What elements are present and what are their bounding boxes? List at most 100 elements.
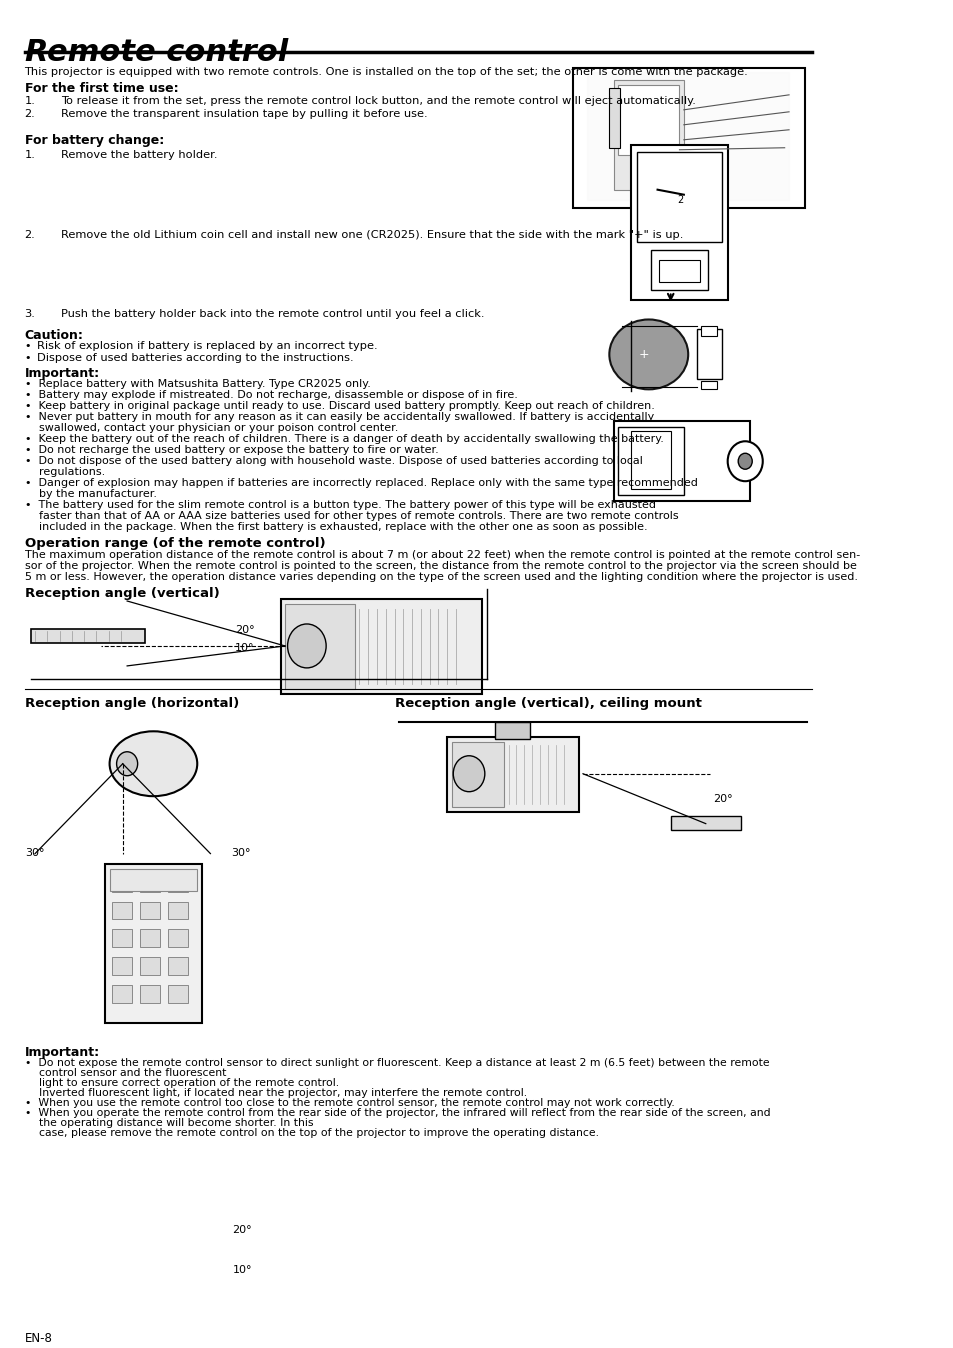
Bar — [112, 930, 132, 948]
Text: To release it from the set, press the remote control lock button, and the remote: To release it from the set, press the re… — [61, 96, 696, 106]
Bar — [285, 604, 355, 689]
Bar — [140, 957, 159, 976]
Bar — [140, 902, 159, 919]
Text: 3.: 3. — [25, 310, 35, 319]
Text: •  When you use the remote control too close to the remote control sensor, the r: • When you use the remote control too cl… — [25, 1099, 674, 1108]
Text: 2.: 2. — [25, 229, 35, 240]
Bar — [572, 67, 804, 208]
Bar — [140, 930, 159, 948]
Text: 2.: 2. — [25, 109, 35, 119]
Text: swallowed, contact your physician or your poison control center.: swallowed, contact your physician or you… — [25, 423, 397, 433]
Text: light to ensure correct operation of the remote control.: light to ensure correct operation of the… — [25, 1078, 338, 1088]
Text: 20°: 20° — [234, 625, 254, 635]
Bar — [168, 902, 188, 919]
Text: Inverted fluorescent light, if located near the projector, may interfere the rem: Inverted fluorescent light, if located n… — [25, 1088, 526, 1099]
Text: 20°: 20° — [712, 794, 732, 803]
Circle shape — [287, 624, 326, 667]
Bar — [700, 381, 717, 390]
Bar — [618, 427, 683, 495]
Text: Remove the battery holder.: Remove the battery holder. — [61, 150, 217, 160]
Bar — [609, 88, 619, 148]
Bar — [168, 957, 188, 976]
Text: Remote control: Remote control — [25, 38, 288, 67]
Text: 10°: 10° — [233, 1264, 252, 1275]
Bar — [700, 326, 717, 337]
Bar — [112, 957, 132, 976]
Text: •  The battery used for the slim remote control is a button type. The battery po: • The battery used for the slim remote c… — [25, 500, 655, 510]
Bar — [110, 868, 197, 891]
Bar — [495, 721, 530, 739]
Bar — [637, 152, 720, 241]
Text: the operating distance will become shorter. In this: the operating distance will become short… — [25, 1117, 313, 1128]
Ellipse shape — [609, 319, 687, 390]
Text: Reception angle (vertical), ceiling mount: Reception angle (vertical), ceiling moun… — [395, 697, 700, 710]
Text: 20°: 20° — [233, 1225, 252, 1235]
Circle shape — [738, 453, 752, 469]
Text: regulations.: regulations. — [25, 468, 105, 477]
Text: This projector is equipped with two remote controls. One is installed on the top: This projector is equipped with two remo… — [25, 67, 747, 77]
Text: Important:: Important: — [25, 368, 99, 380]
Circle shape — [116, 752, 137, 775]
Text: •  Never put battery in mouth for any reason as it can easily be accidentally sw: • Never put battery in mouth for any rea… — [25, 412, 653, 422]
Bar — [650, 249, 708, 290]
Bar — [613, 422, 749, 501]
Text: Push the battery holder back into the remote control until you feel a click.: Push the battery holder back into the re… — [61, 310, 484, 319]
Text: Remove the old Lithium coin cell and install new one (CR2025). Ensure that the s: Remove the old Lithium coin cell and ins… — [61, 229, 683, 240]
Text: •  Danger of explosion may happen if batteries are incorrectly replaced. Replace: • Danger of explosion may happen if batt… — [25, 479, 697, 488]
Text: EN-8: EN-8 — [25, 1332, 52, 1345]
Text: faster than that of AA or AAA size batteries used for other types of remote cont: faster than that of AA or AAA size batte… — [25, 511, 678, 522]
Text: •  Keep battery in original package until ready to use. Discard used battery pro: • Keep battery in original package until… — [25, 402, 654, 411]
Text: +: + — [639, 348, 649, 361]
Bar — [168, 874, 188, 891]
Bar — [140, 874, 159, 891]
Text: The maximum operation distance of the remote control is about 7 m (or about 22 f: The maximum operation distance of the re… — [25, 550, 859, 559]
Circle shape — [727, 441, 762, 481]
Text: Risk of explosion if battery is replaced by an incorrect type.: Risk of explosion if battery is replaced… — [37, 341, 377, 352]
Ellipse shape — [110, 732, 197, 797]
Text: included in the package. When the first battery is exhausted, replace with the o: included in the package. When the first … — [25, 522, 646, 532]
Text: case, please remove the remote control on the top of the projector to improve th: case, please remove the remote control o… — [25, 1128, 598, 1138]
Text: •  Do not expose the remote control sensor to direct sunlight or fluorescent. Ke: • Do not expose the remote control senso… — [25, 1058, 768, 1068]
Bar — [105, 864, 201, 1023]
Bar — [280, 599, 481, 694]
Text: For battery change:: For battery change: — [25, 133, 164, 147]
Text: Remove the transparent insulation tape by pulling it before use.: Remove the transparent insulation tape b… — [61, 109, 428, 119]
Bar — [670, 816, 740, 829]
Bar — [447, 737, 578, 811]
Text: control sensor and the fluorescent: control sensor and the fluorescent — [25, 1068, 226, 1078]
Text: 30°: 30° — [232, 848, 251, 857]
Text: 30°: 30° — [26, 848, 45, 857]
Text: by the manufacturer.: by the manufacturer. — [25, 489, 156, 499]
Text: •  Replace battery with Matsushita Battery. Type CR2025 only.: • Replace battery with Matsushita Batter… — [25, 379, 370, 390]
Text: For the first time use:: For the first time use: — [25, 82, 178, 94]
Text: Reception angle (horizontal): Reception angle (horizontal) — [25, 697, 238, 710]
Text: •  Keep the battery out of the reach of children. There is a danger of death by : • Keep the battery out of the reach of c… — [25, 434, 662, 445]
Bar — [631, 431, 670, 489]
Text: •: • — [25, 341, 31, 352]
Bar — [618, 85, 679, 155]
Bar — [659, 260, 699, 282]
Text: Operation range (of the remote control): Operation range (of the remote control) — [25, 537, 325, 550]
Bar — [631, 144, 727, 299]
Text: •  Do not dispose of the used battery along with household waste. Dispose of use: • Do not dispose of the used battery alo… — [25, 456, 641, 466]
Text: Important:: Important: — [25, 1046, 99, 1060]
Bar — [168, 985, 188, 1003]
Text: •: • — [25, 353, 31, 364]
Text: Dispose of used batteries according to the instructions.: Dispose of used batteries according to t… — [37, 353, 353, 364]
Bar — [30, 630, 145, 643]
Bar — [112, 902, 132, 919]
Text: •  Do not recharge the used battery or expose the battery to fire or water.: • Do not recharge the used battery or ex… — [25, 445, 437, 456]
Text: Caution:: Caution: — [25, 329, 83, 342]
Text: 2: 2 — [676, 194, 682, 205]
Text: •  When you operate the remote control from the rear side of the projector, the : • When you operate the remote control fr… — [25, 1108, 769, 1119]
Text: Reception angle (vertical): Reception angle (vertical) — [25, 586, 219, 600]
Text: •  Battery may explode if mistreated. Do not recharge, disassemble or dispose of: • Battery may explode if mistreated. Do … — [25, 391, 517, 400]
Bar — [140, 985, 159, 1003]
Bar — [613, 80, 683, 190]
Bar — [451, 741, 503, 806]
Bar — [112, 985, 132, 1003]
Bar — [697, 329, 720, 379]
Text: 1.: 1. — [25, 150, 35, 160]
Circle shape — [453, 756, 484, 791]
Text: 1.: 1. — [25, 96, 35, 106]
